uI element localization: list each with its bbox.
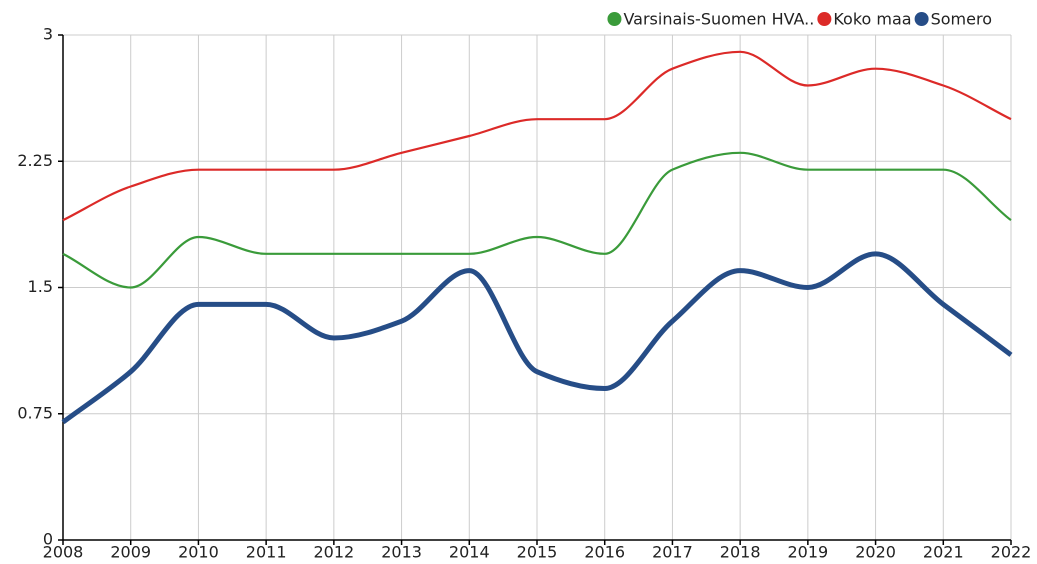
x-tick-label: 2018 [720, 543, 761, 562]
x-tick-label: 2021 [923, 543, 964, 562]
x-tick-label: 2012 [313, 543, 354, 562]
x-tick-label: 2020 [855, 543, 896, 562]
legend-label: Koko maa [833, 10, 911, 29]
x-tick-label: 2019 [787, 543, 828, 562]
x-tick-label: 2009 [110, 543, 151, 562]
x-tick-label: 2011 [246, 543, 287, 562]
series-line [62, 50, 1012, 222]
y-tick-label: 0.75 [17, 403, 53, 422]
legend-label: Varsinais-Suomen HVA.. [623, 10, 814, 29]
y-tick-label: 3 [43, 25, 53, 44]
y-tick-label: 2.25 [17, 151, 53, 170]
x-tick-label: 2010 [178, 543, 219, 562]
legend-label: Somero [931, 10, 992, 29]
x-tick-label: 2015 [517, 543, 558, 562]
legend-marker [607, 12, 622, 26]
y-tick-label: 1.5 [28, 277, 53, 296]
series-line [62, 151, 1012, 289]
x-tick-label: 2022 [991, 543, 1032, 562]
legend-marker [914, 12, 929, 26]
x-tick-label: 2016 [584, 543, 625, 562]
legend-marker [817, 12, 832, 26]
x-tick-label: 2013 [381, 543, 422, 562]
y-tick-label: 0 [43, 530, 53, 549]
x-tick-label: 2008 [43, 543, 84, 562]
x-tick-label: 2014 [449, 543, 490, 562]
x-tick-label: 2017 [652, 543, 693, 562]
series-line [61, 251, 1013, 425]
